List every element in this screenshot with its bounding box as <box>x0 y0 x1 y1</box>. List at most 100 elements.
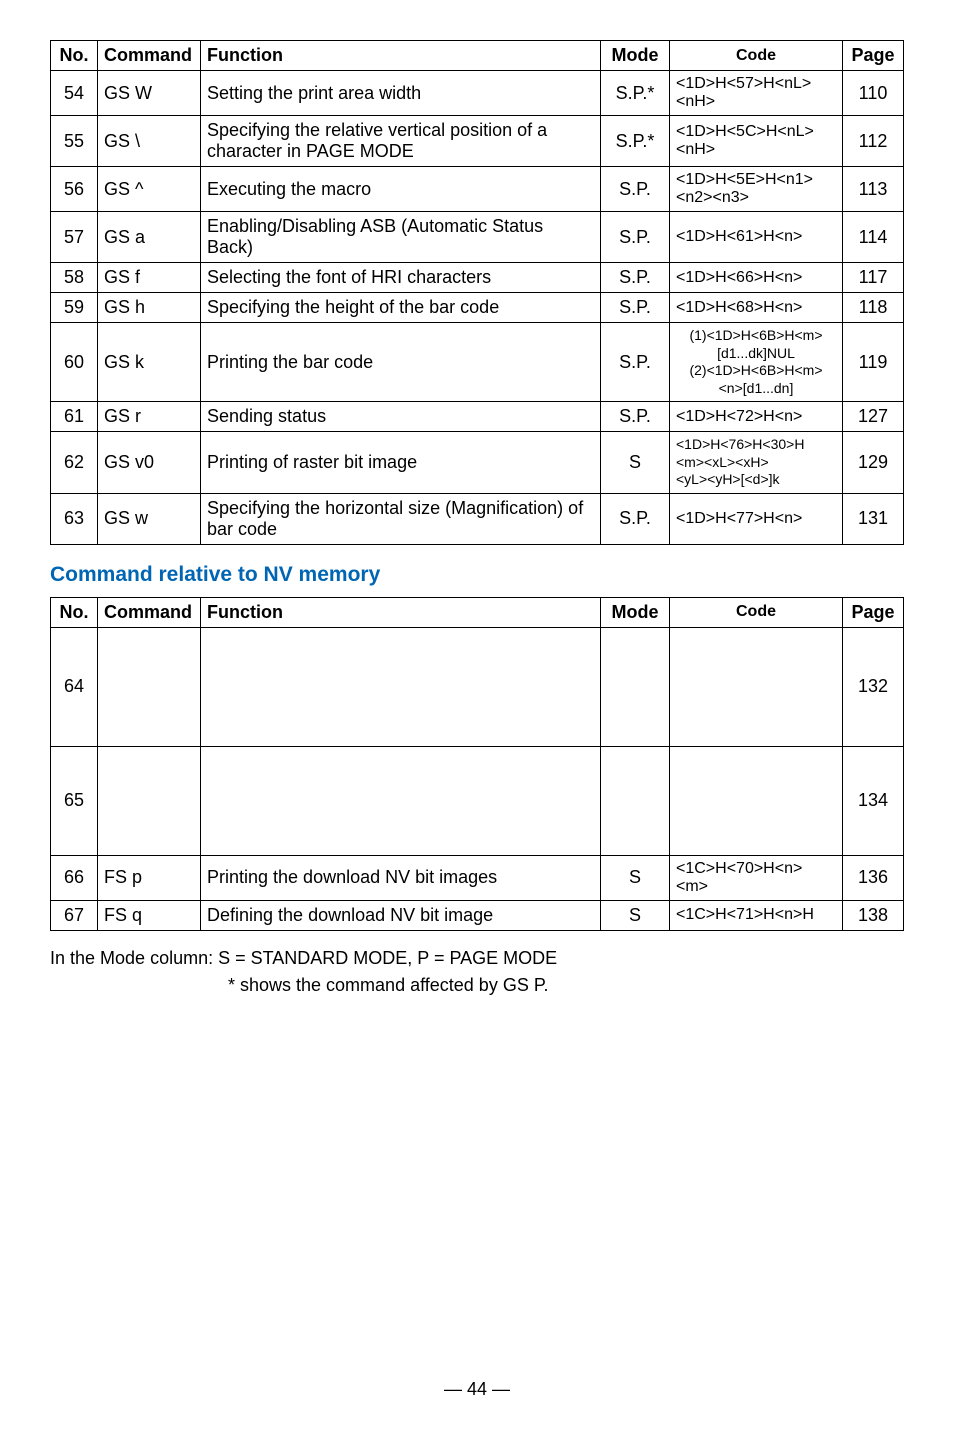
header-command: Command <box>98 597 201 627</box>
table-cell <box>98 627 201 746</box>
table-cell: <1D>H<66>H<n> <box>670 263 843 293</box>
table-cell <box>201 746 601 855</box>
section-title-nv: Command relative to NV memory <box>50 563 904 587</box>
table-cell: Printing the bar code <box>201 323 601 402</box>
table-cell: Specifying the relative vertical positio… <box>201 116 601 167</box>
table-cell: 57 <box>51 212 98 263</box>
table-cell: S.P. <box>601 402 670 432</box>
table-cell: 113 <box>843 167 904 212</box>
header-function: Function <box>201 597 601 627</box>
header-no: No. <box>51 41 98 71</box>
table-cell: 59 <box>51 293 98 323</box>
table-cell: <1D>H<76>H<30>H<m><xL><xH><yL><yH>[<d>]k <box>670 432 843 494</box>
page-number: — 44 — <box>50 1379 904 1400</box>
table-cell: 54 <box>51 71 98 116</box>
table-cell: 61 <box>51 402 98 432</box>
table-cell: Setting the print area width <box>201 71 601 116</box>
table-cell: GS f <box>98 263 201 293</box>
table-cell: 136 <box>843 855 904 900</box>
table-cell: 110 <box>843 71 904 116</box>
table-cell: <1D>H<72>H<n> <box>670 402 843 432</box>
table-cell: FS q <box>98 900 201 930</box>
table-cell: <1D>H<5C>H<nL><nH> <box>670 116 843 167</box>
header-no: No. <box>51 597 98 627</box>
table-cell: S.P. <box>601 493 670 544</box>
table-cell: Printing of raster bit image <box>201 432 601 494</box>
header-mode: Mode <box>601 41 670 71</box>
command-table-nv: No. Command Function Mode Code Page 6413… <box>50 597 904 931</box>
footnote: In the Mode column: S = STANDARD MODE, P… <box>50 945 904 999</box>
table-cell: Enabling/Disabling ASB (Automatic Status… <box>201 212 601 263</box>
table-cell: <1D>H<61>H<n> <box>670 212 843 263</box>
table-cell: 112 <box>843 116 904 167</box>
table-cell: 64 <box>51 627 98 746</box>
table-cell: GS ^ <box>98 167 201 212</box>
table-cell: <1C>H<70>H<n><m> <box>670 855 843 900</box>
table-cell: Selecting the font of HRI characters <box>201 263 601 293</box>
table-cell: S <box>601 432 670 494</box>
table-cell: <1D>H<77>H<n> <box>670 493 843 544</box>
header-code: Code <box>670 597 843 627</box>
table-cell: FS p <box>98 855 201 900</box>
table-cell: 55 <box>51 116 98 167</box>
footnote-line2: * shows the command affected by GS P. <box>50 972 904 999</box>
table-cell: <1D>H<5E>H<n1><n2><n3> <box>670 167 843 212</box>
table-cell: Defining the download NV bit image <box>201 900 601 930</box>
table-cell: 65 <box>51 746 98 855</box>
header-mode: Mode <box>601 597 670 627</box>
table-cell: S.P. <box>601 293 670 323</box>
table-cell: 134 <box>843 746 904 855</box>
table-cell <box>670 746 843 855</box>
table-cell: S <box>601 855 670 900</box>
table-cell: S.P. <box>601 167 670 212</box>
header-command: Command <box>98 41 201 71</box>
table-cell: Printing the download NV bit images <box>201 855 601 900</box>
table-cell: 56 <box>51 167 98 212</box>
table-cell: Specifying the height of the bar code <box>201 293 601 323</box>
table-cell: <1D>H<57>H<nL><nH> <box>670 71 843 116</box>
table-cell: Specifying the horizontal size (Magnific… <box>201 493 601 544</box>
table-cell: S.P. <box>601 323 670 402</box>
table-cell: S.P. <box>601 263 670 293</box>
table-cell: (1)<1D>H<6B>H<m>[d1...dk]NUL(2)<1D>H<6B>… <box>670 323 843 402</box>
table-cell: 127 <box>843 402 904 432</box>
table-cell: 119 <box>843 323 904 402</box>
table-cell: S.P.* <box>601 116 670 167</box>
table-cell: 131 <box>843 493 904 544</box>
table-cell: S <box>601 900 670 930</box>
table-cell: 132 <box>843 627 904 746</box>
table-cell: 63 <box>51 493 98 544</box>
header-code: Code <box>670 41 843 71</box>
table-cell: GS a <box>98 212 201 263</box>
table-cell: 62 <box>51 432 98 494</box>
table-cell: 117 <box>843 263 904 293</box>
table-cell <box>601 746 670 855</box>
table-cell <box>201 627 601 746</box>
table-cell: 58 <box>51 263 98 293</box>
footnote-line1: In the Mode column: S = STANDARD MODE, P… <box>50 948 557 968</box>
table-cell: <1C>H<71>H<n>H <box>670 900 843 930</box>
table-cell: 114 <box>843 212 904 263</box>
table-cell <box>601 627 670 746</box>
table-cell: <1D>H<68>H<n> <box>670 293 843 323</box>
table-cell: GS k <box>98 323 201 402</box>
header-page: Page <box>843 41 904 71</box>
table-cell <box>98 746 201 855</box>
table-cell: 118 <box>843 293 904 323</box>
table-cell: S.P. <box>601 212 670 263</box>
table-cell: 67 <box>51 900 98 930</box>
table-cell: GS w <box>98 493 201 544</box>
table-cell: S.P.* <box>601 71 670 116</box>
table-cell: Executing the macro <box>201 167 601 212</box>
table-cell: GS h <box>98 293 201 323</box>
table-cell: GS r <box>98 402 201 432</box>
table-cell: 60 <box>51 323 98 402</box>
table-cell: 129 <box>843 432 904 494</box>
table-cell: GS v0 <box>98 432 201 494</box>
table-cell: GS W <box>98 71 201 116</box>
table-cell <box>670 627 843 746</box>
table-cell: 138 <box>843 900 904 930</box>
table-cell: GS \ <box>98 116 201 167</box>
command-table-main: No. Command Function Mode Code Page 54GS… <box>50 40 904 545</box>
header-function: Function <box>201 41 601 71</box>
